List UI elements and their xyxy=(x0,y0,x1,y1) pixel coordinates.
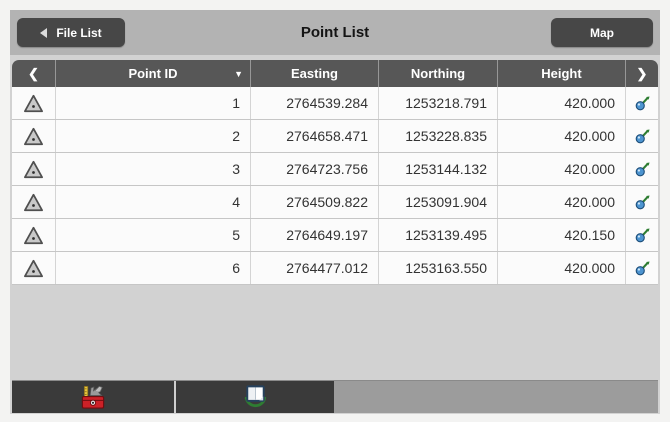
point-symbol-cell xyxy=(12,87,55,119)
northing-cell: 1253139.495 xyxy=(378,219,497,251)
easting-cell: 2764649.197 xyxy=(250,219,378,251)
table-body: 1 2764539.284 1253218.791 420.000 xyxy=(12,87,658,285)
point-symbol-cell xyxy=(12,186,55,218)
easting-cell: 2764723.756 xyxy=(250,153,378,185)
point-class-cell xyxy=(625,87,658,119)
point-symbol-cell xyxy=(12,219,55,251)
point-class-cell xyxy=(625,153,658,185)
point-list-table: ❮ Point ID ▼ Easting Northing Height ❯ xyxy=(12,60,658,285)
measured-point-pin-icon xyxy=(635,95,650,110)
measured-point-pin-icon xyxy=(635,161,650,176)
display-rotate-tab[interactable] xyxy=(174,381,334,413)
easting-cell: 2764658.471 xyxy=(250,120,378,152)
point-id-cell: 5 xyxy=(55,219,250,251)
height-cell: 420.000 xyxy=(497,120,625,152)
column-header-point-id[interactable]: Point ID ▼ xyxy=(55,60,250,87)
height-cell: 420.000 xyxy=(497,153,625,185)
table-header-row: ❮ Point ID ▼ Easting Northing Height ❯ xyxy=(12,60,658,87)
northing-cell: 1253218.791 xyxy=(378,87,497,119)
table-row[interactable]: 3 2764723.756 1253144.132 420.000 xyxy=(12,153,658,186)
survey-triangle-point-icon xyxy=(24,226,44,244)
toolbox-icon xyxy=(81,385,105,409)
chevron-right-icon: ❯ xyxy=(636,65,648,81)
column-header-northing[interactable]: Northing xyxy=(378,60,497,87)
table-row[interactable]: 1 2764539.284 1253218.791 420.000 xyxy=(12,87,658,120)
file-list-button[interactable]: File List xyxy=(17,18,125,47)
chevron-left-icon: ❮ xyxy=(28,65,39,81)
point-id-cell: 2 xyxy=(55,120,250,152)
point-id-cell: 6 xyxy=(55,252,250,284)
northing-cell: 1253144.132 xyxy=(378,153,497,185)
top-bar: Point List File List Map xyxy=(10,10,660,55)
map-button-label: Map xyxy=(590,25,614,40)
point-symbol-cell xyxy=(12,252,55,284)
easting-cell: 2764509.822 xyxy=(250,186,378,218)
column-header-easting[interactable]: Easting xyxy=(250,60,378,87)
point-class-cell xyxy=(625,252,658,284)
sort-dropdown-icon: ▼ xyxy=(234,68,243,79)
point-id-cell: 1 xyxy=(55,87,250,119)
survey-triangle-point-icon xyxy=(24,259,44,277)
point-class-cell xyxy=(625,219,658,251)
height-cell: 420.000 xyxy=(497,186,625,218)
back-arrow-icon xyxy=(40,27,48,38)
height-cell: 420.150 xyxy=(497,219,625,251)
bottom-bar-empty-area xyxy=(334,381,658,413)
height-cell: 420.000 xyxy=(497,87,625,119)
northing-cell: 1253228.835 xyxy=(378,120,497,152)
northing-cell: 1253163.550 xyxy=(378,252,497,284)
file-list-button-label: File List xyxy=(56,25,102,40)
table-row[interactable]: 5 2764649.197 1253139.495 420.150 xyxy=(12,219,658,252)
measured-point-pin-icon xyxy=(635,227,650,242)
point-class-cell xyxy=(625,120,658,152)
survey-triangle-point-icon xyxy=(24,160,44,178)
measured-point-pin-icon xyxy=(635,260,650,275)
point-id-cell: 3 xyxy=(55,153,250,185)
point-symbol-cell xyxy=(12,153,55,185)
northing-cell: 1253091.904 xyxy=(378,186,497,218)
bottom-bar xyxy=(12,380,658,413)
table-row[interactable]: 4 2764509.822 1253091.904 420.000 xyxy=(12,186,658,219)
map-button[interactable]: Map xyxy=(551,18,653,47)
survey-triangle-point-icon xyxy=(24,127,44,145)
columns-scroll-left-button[interactable]: ❮ xyxy=(12,60,55,87)
point-class-cell xyxy=(625,186,658,218)
survey-triangle-point-icon xyxy=(24,193,44,211)
easting-cell: 2764477.012 xyxy=(250,252,378,284)
table-row[interactable]: 6 2764477.012 1253163.550 420.000 xyxy=(12,252,658,285)
survey-triangle-point-icon xyxy=(24,94,44,112)
point-symbol-cell xyxy=(12,120,55,152)
point-id-cell: 4 xyxy=(55,186,250,218)
column-header-height[interactable]: Height xyxy=(497,60,625,87)
measured-point-pin-icon xyxy=(635,194,650,209)
columns-scroll-right-button[interactable]: ❯ xyxy=(625,60,658,87)
measured-point-pin-icon xyxy=(635,128,650,143)
app-window: Point List File List Map ❮ Point ID ▼ Ea… xyxy=(10,10,660,414)
toolbox-tab[interactable] xyxy=(12,381,174,413)
display-rotate-icon xyxy=(243,385,266,408)
height-cell: 420.000 xyxy=(497,252,625,284)
table-row[interactable]: 2 2764658.471 1253228.835 420.000 xyxy=(12,120,658,153)
easting-cell: 2764539.284 xyxy=(250,87,378,119)
